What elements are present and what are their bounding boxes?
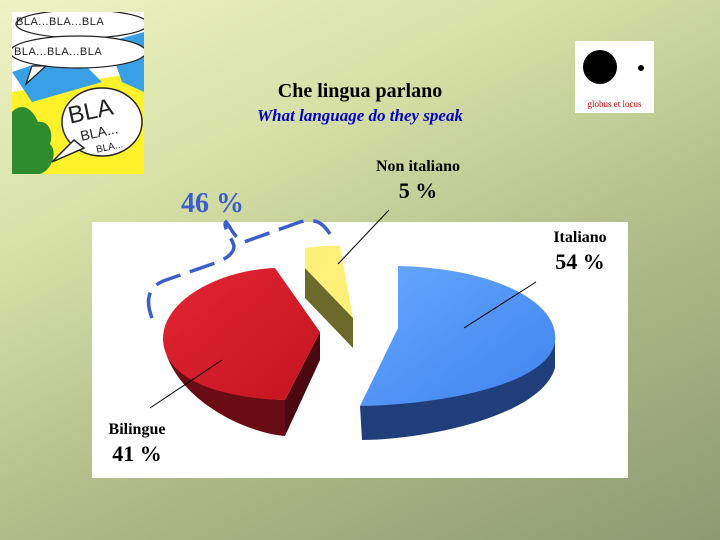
label-bilingue-name: Bilingue [108, 421, 166, 438]
label-non-italiano-value: 5 % [398, 178, 438, 203]
label-bilingue-value: 41 % [112, 441, 162, 466]
arrow-non-italiano [337, 209, 390, 265]
slice-bilingue [162, 268, 320, 436]
label-bilingue: Bilingue 41 % [90, 421, 184, 467]
aggregate-label: 46 % [181, 188, 244, 219]
slice-non-italiano [305, 245, 353, 348]
aggregate-bracket [146, 218, 332, 319]
label-italiano-name: Italiano [553, 229, 607, 246]
label-non-italiano: Non italiano 5 % [352, 158, 484, 204]
slice-italiano [360, 266, 556, 440]
slide-title: Che lingua parlano [277, 80, 443, 102]
label-italiano: Italiano 54 % [532, 229, 628, 275]
globe-dot-logo-icon [583, 50, 644, 84]
comic-bubble-text-2: BLA...BLA...BLA [14, 46, 103, 58]
arrow-bilingue [149, 359, 223, 409]
arrow-italiano [463, 281, 537, 329]
globus-et-locus-logo: globus et locus [575, 41, 654, 113]
logo-caption: globus et locus [587, 99, 642, 109]
slide-subtitle: What language do they speak [257, 106, 463, 125]
comic-illustration: BLA...BLA...BLA BLA...BLA...BLA BLA BLA.… [12, 12, 144, 174]
label-italiano-value: 54 % [555, 249, 605, 274]
label-non-italiano-name: Non italiano [375, 158, 460, 175]
comic-bubble-text-1: BLA...BLA...BLA [16, 16, 105, 28]
title-block: Che lingua parlano What language do they… [0, 80, 720, 126]
